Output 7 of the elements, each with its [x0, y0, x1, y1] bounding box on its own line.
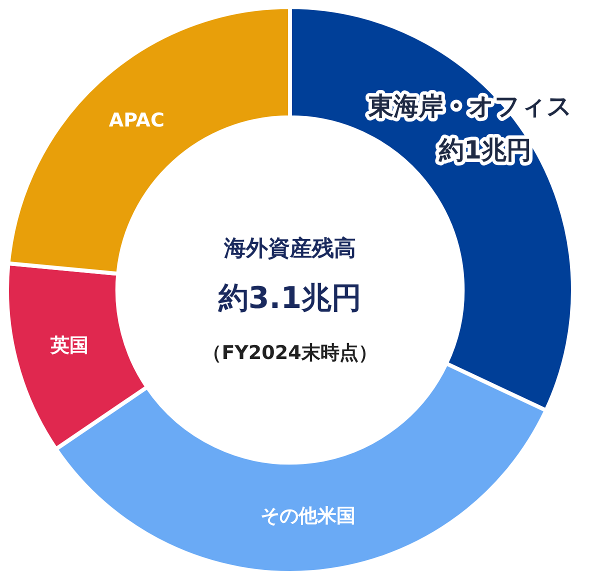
slice-label: 英国	[49, 334, 88, 357]
text: 約3.1兆円	[217, 280, 362, 316]
slice-label: APAC	[108, 109, 164, 132]
slice-label: その他米国	[260, 505, 356, 528]
text: （FY2024末時点）	[202, 342, 378, 364]
text: 約1兆円	[438, 135, 532, 164]
text: 海外資産残高	[223, 236, 356, 262]
